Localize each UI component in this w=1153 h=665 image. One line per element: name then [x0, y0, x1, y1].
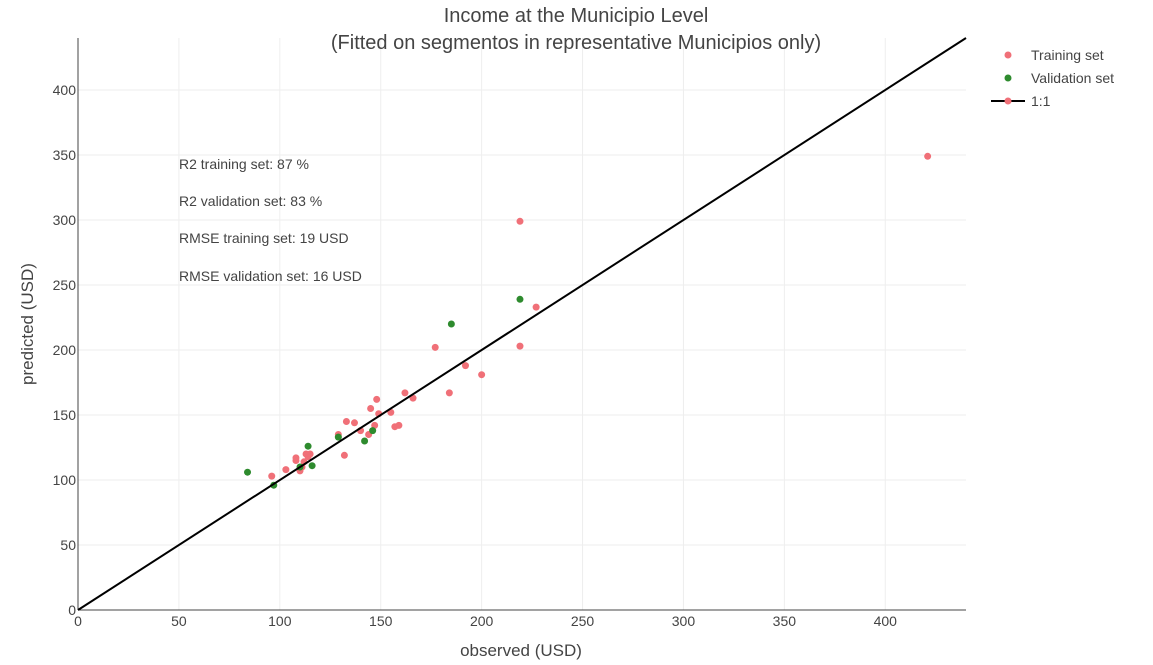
- training-point: [924, 152, 932, 160]
- training-point: [395, 421, 403, 429]
- legend-label-validation: Validation set: [1031, 70, 1114, 86]
- annotations: R2 training set: 87 % R2 validation set:…: [179, 156, 362, 284]
- training-point: [373, 395, 381, 403]
- legend-item-one-to-one[interactable]: 1:1: [991, 93, 1051, 109]
- y-tick-label: 400: [53, 82, 77, 98]
- x-tick-label: 200: [470, 613, 494, 629]
- annotation-rmse-training: RMSE training set: 19 USD: [179, 230, 349, 246]
- y-tick-label: 300: [53, 212, 77, 228]
- training-point: [461, 362, 469, 370]
- y-tick-label: 200: [53, 342, 77, 358]
- legend-marker-training: [1004, 51, 1012, 59]
- training-point: [516, 217, 524, 225]
- x-tick-label: 350: [773, 613, 797, 629]
- y-tick-label: 0: [68, 602, 76, 618]
- legend-label-training: Training set: [1031, 47, 1104, 63]
- chart-title-line-2: (Fitted on segmentos in representative M…: [331, 32, 821, 54]
- plot-area: [77, 37, 967, 611]
- legend-marker-validation: [1004, 74, 1012, 82]
- legend-marker-one-to-one: [1004, 97, 1012, 105]
- y-tick-label: 50: [60, 537, 76, 553]
- x-tick-labels: 0 50 100 150 200 250 300 350 400: [74, 613, 897, 629]
- validation-point: [244, 468, 252, 476]
- x-tick-label: 50: [171, 613, 187, 629]
- annotation-r2-validation: R2 validation set: 83 %: [179, 193, 322, 209]
- training-point: [367, 405, 375, 412]
- x-tick-label: 300: [672, 613, 696, 629]
- legend: Training set Validation set 1:1: [991, 47, 1114, 109]
- validation-point: [516, 295, 524, 303]
- x-tick-label: 400: [874, 613, 898, 629]
- y-tick-label: 100: [53, 472, 77, 488]
- y-tick-label: 350: [53, 147, 77, 163]
- validation-point: [308, 462, 316, 470]
- y-tick-label: 150: [53, 407, 77, 423]
- y-tick-label: 250: [53, 277, 77, 293]
- validation-point: [304, 442, 312, 450]
- legend-item-training[interactable]: Training set: [1004, 47, 1104, 63]
- training-point: [532, 303, 540, 311]
- training-point: [282, 466, 290, 474]
- annotation-r2-training: R2 training set: 87 %: [179, 156, 309, 172]
- y-tick-labels: 0 50 100 150 200 250 300 350 400: [53, 82, 77, 618]
- training-point: [445, 389, 453, 397]
- annotation-rmse-validation: RMSE validation set: 16 USD: [179, 268, 362, 284]
- validation-point: [361, 437, 369, 445]
- chart-title-line-1: Income at the Municipio Level: [444, 5, 709, 27]
- training-point: [342, 418, 350, 425]
- training-point: [306, 450, 314, 458]
- validation-point: [447, 320, 455, 328]
- training-point: [350, 419, 358, 427]
- x-tick-label: 0: [74, 613, 82, 629]
- one-to-one-line: [77, 37, 967, 611]
- training-point: [478, 371, 486, 379]
- training-point: [340, 451, 348, 459]
- training-point: [516, 342, 524, 350]
- x-tick-label: 100: [268, 613, 292, 629]
- training-point: [401, 389, 409, 397]
- x-tick-label: 150: [369, 613, 393, 629]
- y-axis-title: predicted (USD): [18, 263, 37, 385]
- legend-item-validation[interactable]: Validation set: [1004, 70, 1115, 86]
- validation-point: [334, 433, 342, 441]
- legend-label-one-to-one: 1:1: [1031, 93, 1051, 109]
- training-point: [292, 454, 300, 462]
- x-axis-title: observed (USD): [460, 641, 582, 660]
- x-tick-label: 250: [571, 613, 595, 629]
- training-point: [431, 343, 439, 351]
- axes: [77, 38, 966, 611]
- validation-point: [369, 427, 377, 435]
- training-point: [268, 472, 276, 480]
